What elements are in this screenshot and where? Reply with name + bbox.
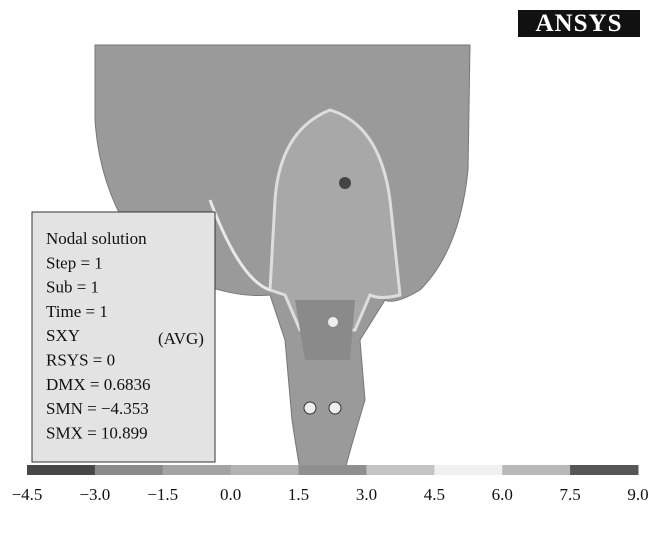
colorbar-label: 3.0 (356, 485, 377, 504)
colorbar-segment (502, 465, 570, 475)
colorbar-segment (299, 465, 367, 475)
model-dark (295, 300, 355, 360)
model-spot (329, 402, 341, 414)
colorbar-segment (27, 465, 95, 475)
colorbar-label: 9.0 (627, 485, 648, 504)
info-line: SMX = 10.899 (46, 423, 148, 442)
page: ANSYS Nodal solution Step = 1 Sub = 1 Time … (0, 0, 652, 534)
colorbar-segment (231, 465, 299, 475)
colorbar-segment (570, 465, 638, 475)
colorbar-label: 0.0 (220, 485, 241, 504)
colorbar: −4.5 −3.0 −1.5 0.0 1.5 3.0 4.5 6.0 7.5 9.0 (12, 465, 649, 504)
model-spot (328, 317, 338, 327)
info-line: SXY (46, 326, 80, 345)
colorbar-label: −4.5 (12, 485, 43, 504)
colorbar-segment (163, 465, 231, 475)
info-line: RSYS = 0 (46, 351, 115, 370)
logo: ANSYS (536, 10, 623, 37)
colorbar-segment (366, 465, 434, 475)
colorbar-label: −1.5 (147, 485, 178, 504)
colorbar-label: −3.0 (79, 485, 110, 504)
colorbar-segment (434, 465, 502, 475)
info-line: Step = 1 (46, 253, 103, 272)
model-spot (304, 402, 316, 414)
info-line: Nodal solution (46, 229, 147, 248)
colorbar-label: 7.5 (559, 485, 580, 504)
info-line: SMN = −4.353 (46, 399, 149, 418)
info-line: DMX = 0.6836 (46, 375, 151, 394)
info-line: Sub = 1 (46, 278, 99, 297)
screen: ANSYS Nodal solution Step = 1 Sub = 1 Time … (0, 0, 652, 534)
colorbar-label: 6.0 (492, 485, 513, 504)
info-line: Time = 1 (46, 302, 108, 321)
model-spot (339, 177, 351, 189)
colorbar-label: 4.5 (424, 485, 445, 504)
colorbar-segment (95, 465, 163, 475)
info-avg: (AVG) (158, 329, 204, 348)
colorbar-label: 1.5 (288, 485, 309, 504)
